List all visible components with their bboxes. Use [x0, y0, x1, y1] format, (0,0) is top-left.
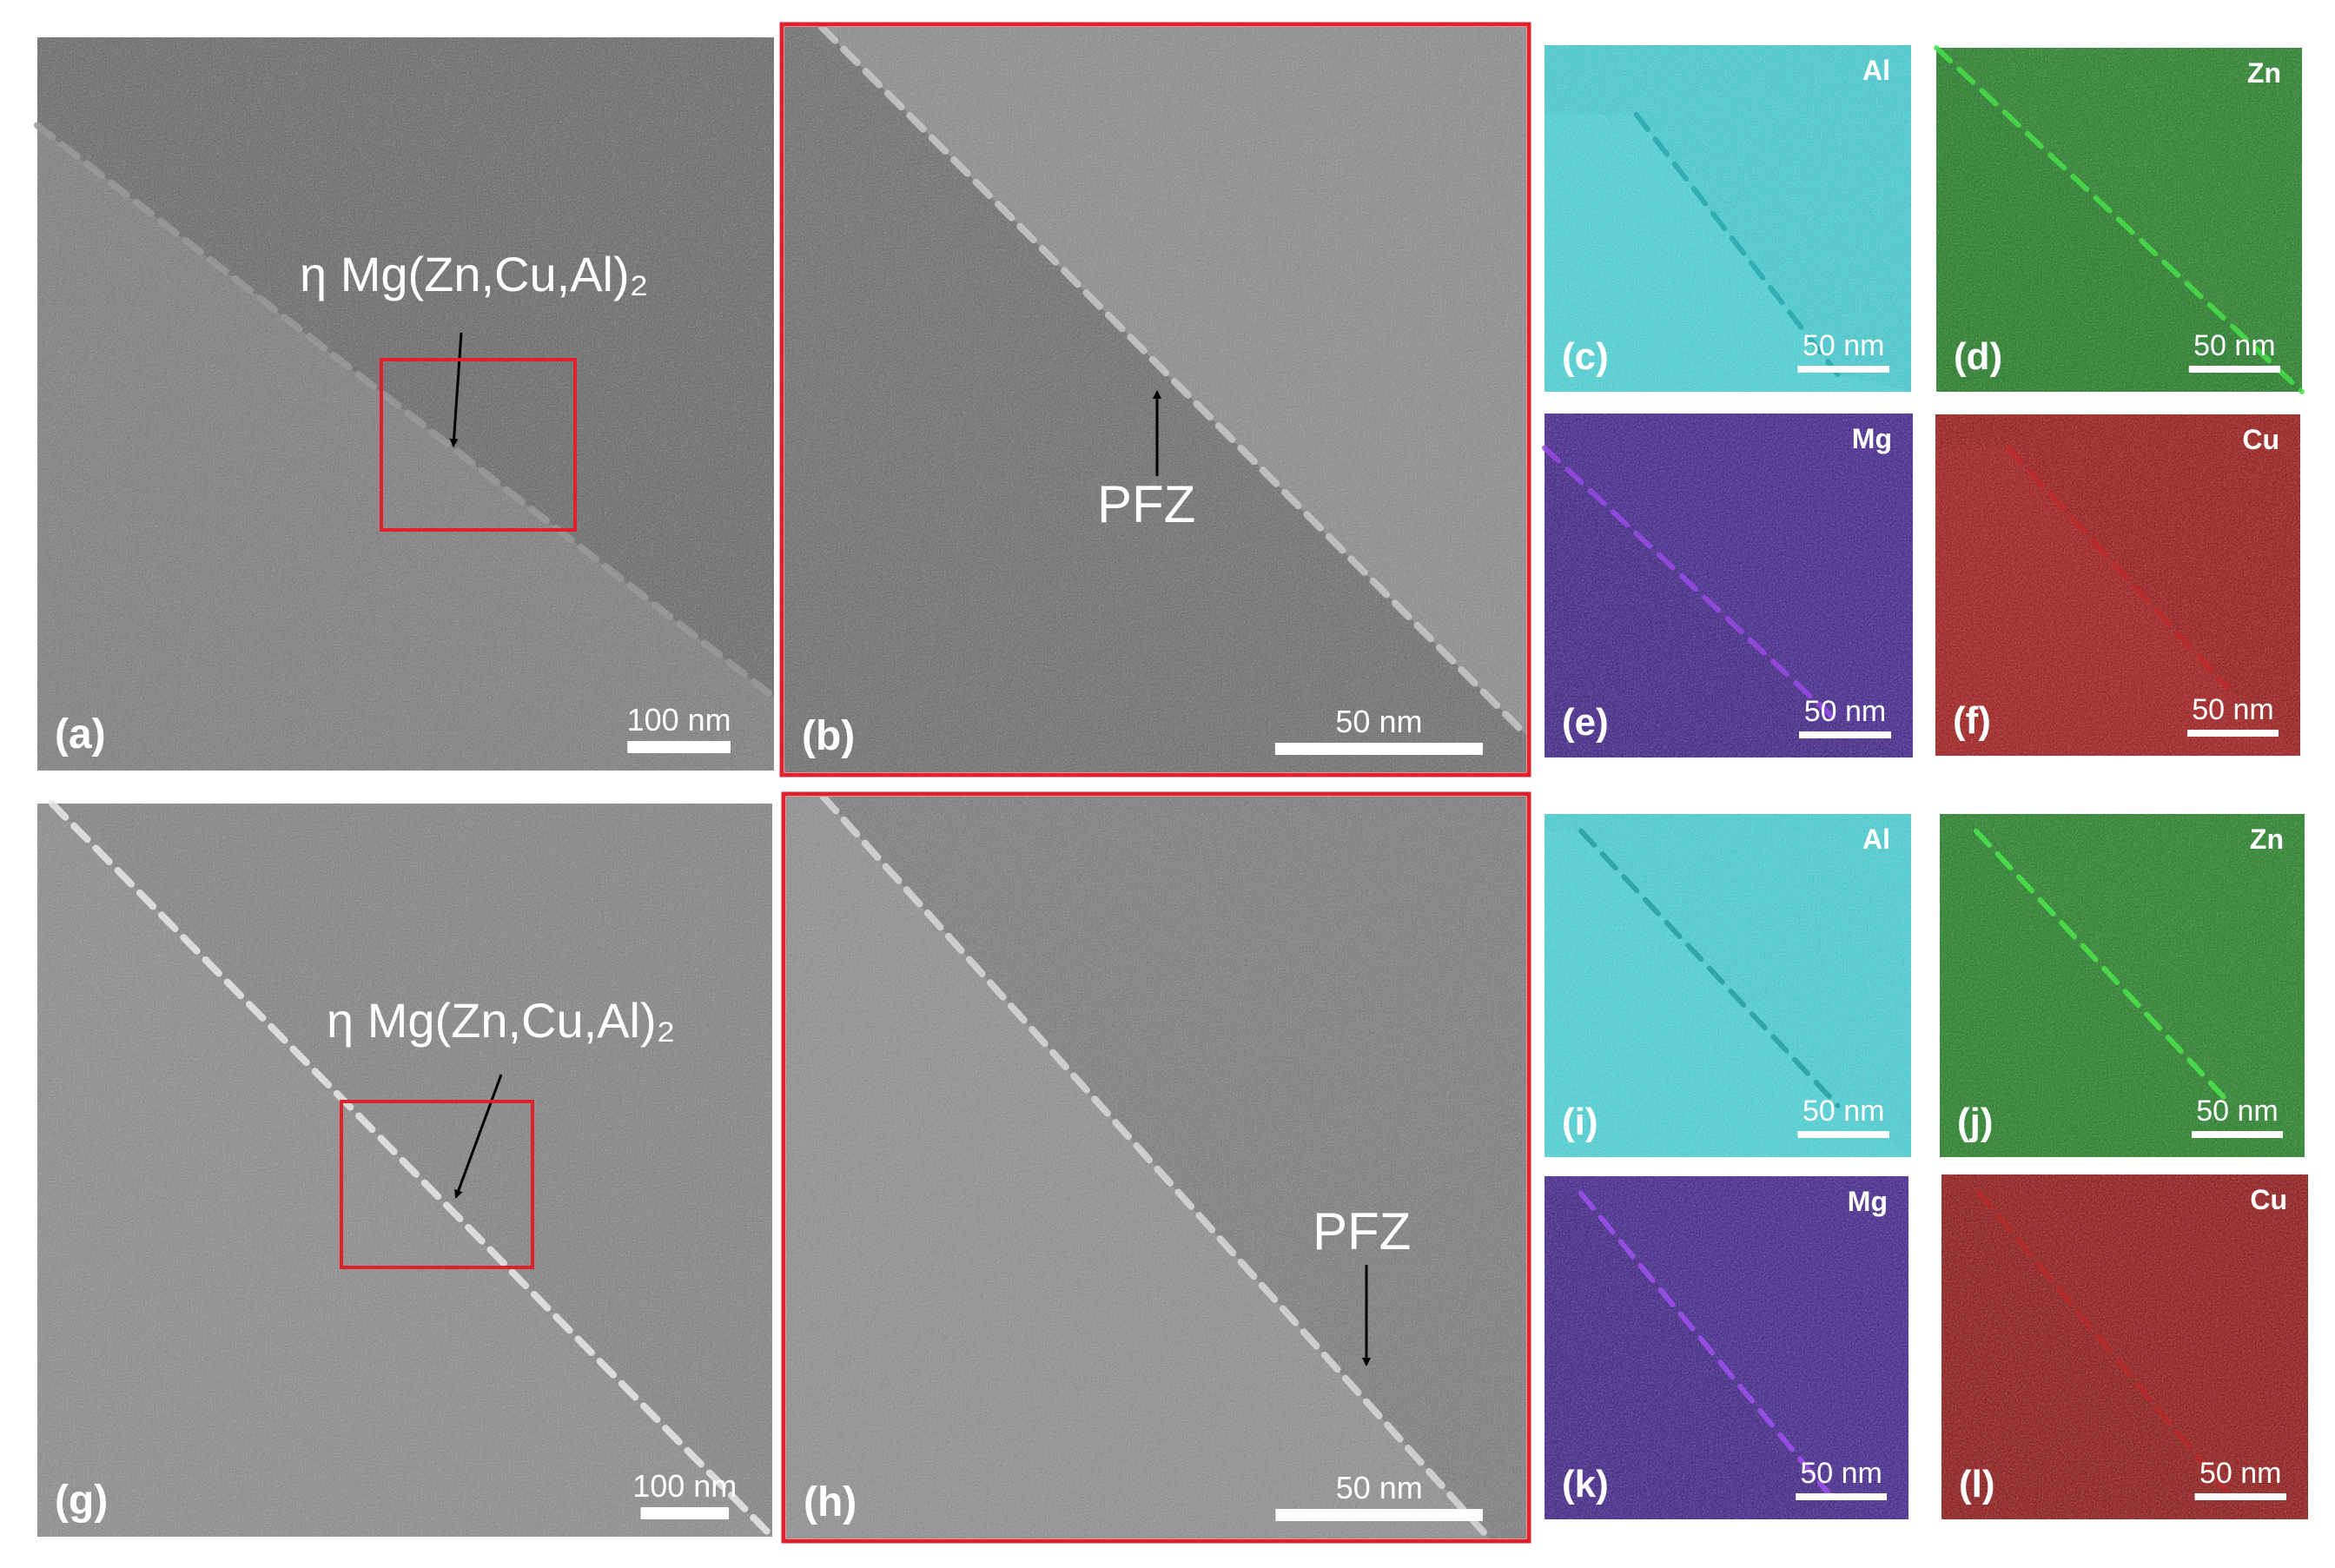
scale-bar-label: 50 nm — [2192, 693, 2274, 726]
grain-boundary — [1542, 445, 1842, 726]
panel-label: (c) — [1562, 335, 1609, 378]
panel: (d) 50 nm Zn — [1934, 45, 2305, 394]
arrow — [454, 1074, 503, 1199]
panel: (b) 50 nm — [779, 22, 1531, 777]
grain-boundary — [48, 800, 776, 1540]
texture — [1941, 1174, 2308, 1519]
element-label: Mg — [1848, 1186, 1888, 1217]
texture — [1545, 1176, 1908, 1519]
element-label: Zn — [2247, 57, 2281, 89]
scale-bar — [640, 1507, 729, 1519]
scale-bar — [2187, 730, 2279, 737]
annotation: PFZ — [1313, 1202, 1411, 1260]
grain-boundary — [1578, 828, 1841, 1108]
annotation: η Mg(Zn,Cu,Al)₂ — [327, 993, 675, 1048]
panel: (h) 50 nm — [781, 791, 1531, 1544]
scale-bar-label: 50 nm — [1336, 1470, 1423, 1505]
scale-bar — [627, 741, 731, 753]
panel: (i) 50 nm Al — [1545, 814, 1911, 1157]
panel-label: (f) — [1953, 699, 1991, 742]
arrow — [449, 332, 463, 447]
scale-bar-label: 50 nm — [1803, 1095, 1885, 1128]
panel-label: (i) — [1562, 1101, 1598, 1143]
panel: (j) 50 nm Zn — [1940, 814, 2305, 1157]
texture — [37, 37, 774, 771]
panel: (f) 50 nm Cu — [1935, 414, 2300, 756]
panel-border — [781, 791, 1531, 1544]
grain-boundary — [1934, 45, 2305, 394]
texture — [1545, 814, 1911, 1157]
texture — [784, 27, 1526, 772]
grain-boundary — [817, 23, 1530, 739]
panel-label: (b) — [802, 713, 855, 759]
region-box — [380, 358, 577, 532]
element-label: Zn — [2250, 824, 2284, 855]
panel-label: (e) — [1562, 701, 1609, 744]
scale-bar — [2188, 366, 2280, 373]
annotation: η Mg(Zn,Cu,Al)₂ — [300, 247, 648, 301]
grain-boundary — [1975, 1188, 2238, 1505]
panel: (g) 100 nm — [37, 800, 776, 1540]
panel: (a) 100 nm — [34, 37, 777, 771]
scale-bar-label: 50 nm — [1335, 704, 1422, 739]
panel-label: (j) — [1957, 1101, 1994, 1143]
scale-bar — [1275, 1509, 1483, 1521]
scale-bar-label: 50 nm — [1804, 695, 1887, 728]
scale-bar-label: 50 nm — [1803, 329, 1885, 362]
scale-bar — [1797, 1131, 1889, 1138]
scale-bar — [1274, 743, 1483, 755]
element-label: Cu — [2242, 424, 2279, 455]
scale-bar — [2192, 1131, 2283, 1138]
scale-bar — [1796, 1493, 1887, 1500]
panel-label: (k) — [1562, 1463, 1609, 1505]
element-label: Al — [1862, 55, 1890, 86]
grain-boundary — [34, 122, 777, 701]
panel: (c) 50 nm Al — [1545, 45, 1911, 392]
texture — [1545, 414, 1913, 758]
texture — [1935, 414, 2300, 756]
panel-label: (g) — [55, 1478, 108, 1524]
element-label: Al — [1862, 824, 1890, 855]
scale-bar-label: 100 nm — [627, 702, 731, 738]
panel-label: (a) — [55, 711, 106, 758]
texture — [1545, 45, 1911, 392]
region-box — [340, 1100, 534, 1269]
panel: (l) 50 nm Cu — [1941, 1174, 2308, 1519]
texture — [1940, 814, 2305, 1157]
panel: (e) 50 nm Mg — [1542, 414, 1913, 758]
grain-boundary — [2006, 446, 2230, 691]
grain-boundary — [1974, 828, 2234, 1108]
scale-bar-label: 50 nm — [2196, 1095, 2279, 1128]
annotation: PFZ — [1097, 475, 1195, 533]
grain-boundary — [819, 793, 1493, 1542]
grain-boundary — [1578, 1190, 1839, 1505]
panel-label: (l) — [1959, 1463, 1995, 1505]
scale-bar — [2194, 1493, 2286, 1500]
scale-bar-label: 50 nm — [2193, 329, 2276, 362]
element-label: Cu — [2250, 1184, 2287, 1215]
texture — [37, 804, 772, 1537]
scale-bar-label: 50 nm — [2199, 1457, 2282, 1490]
scale-bar-label: 50 nm — [1800, 1457, 1882, 1490]
scale-bar — [1797, 366, 1889, 373]
panel: (k) 50 nm Mg — [1545, 1176, 1908, 1519]
panel-label: (d) — [1954, 335, 2002, 378]
element-label: Mg — [1852, 423, 1892, 454]
scale-bar-label: 100 nm — [632, 1468, 737, 1504]
panel-label: (h) — [804, 1479, 857, 1525]
grain-boundary — [1633, 111, 1841, 378]
scale-bar — [1799, 731, 1891, 738]
panel-border — [779, 22, 1531, 777]
